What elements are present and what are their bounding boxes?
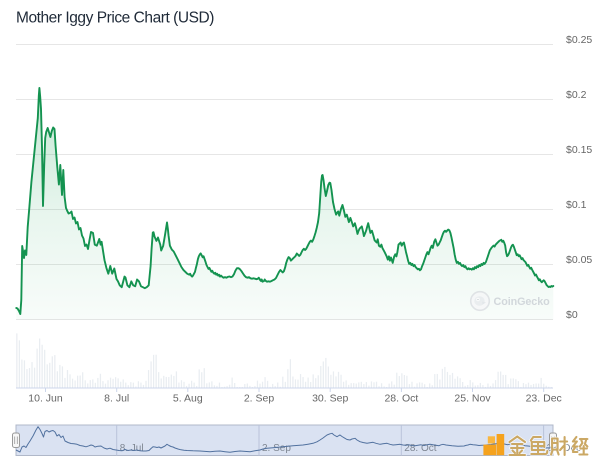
svg-text:$0.2: $0.2 [566,89,587,101]
svg-text:$0.05: $0.05 [566,254,592,266]
svg-text:25. Nov: 25. Nov [454,393,491,405]
svg-text:$0.25: $0.25 [566,34,592,46]
svg-text:28. Oct: 28. Oct [384,393,418,405]
svg-text:28. Oct: 28. Oct [404,443,436,454]
svg-text:8. Jul: 8. Jul [104,393,129,405]
svg-text:Mother Iggy Price Chart (USD): Mother Iggy Price Chart (USD) [16,10,214,27]
svg-text:23. Dec: 23. Dec [526,393,562,405]
svg-text:$0: $0 [566,309,578,321]
svg-text:2. Sep: 2. Sep [262,443,291,454]
svg-text:30. Sep: 30. Sep [312,393,348,405]
svg-text:5. Aug: 5. Aug [173,393,203,405]
svg-text:$0.1: $0.1 [566,199,587,211]
svg-text:$0.15: $0.15 [566,144,592,156]
svg-text:8. Jul: 8. Jul [120,443,144,454]
svg-text:10. Jun: 10. Jun [28,393,63,405]
svg-text:CoinGecko: CoinGecko [494,296,551,308]
svg-text:2. Sep: 2. Sep [244,393,275,405]
